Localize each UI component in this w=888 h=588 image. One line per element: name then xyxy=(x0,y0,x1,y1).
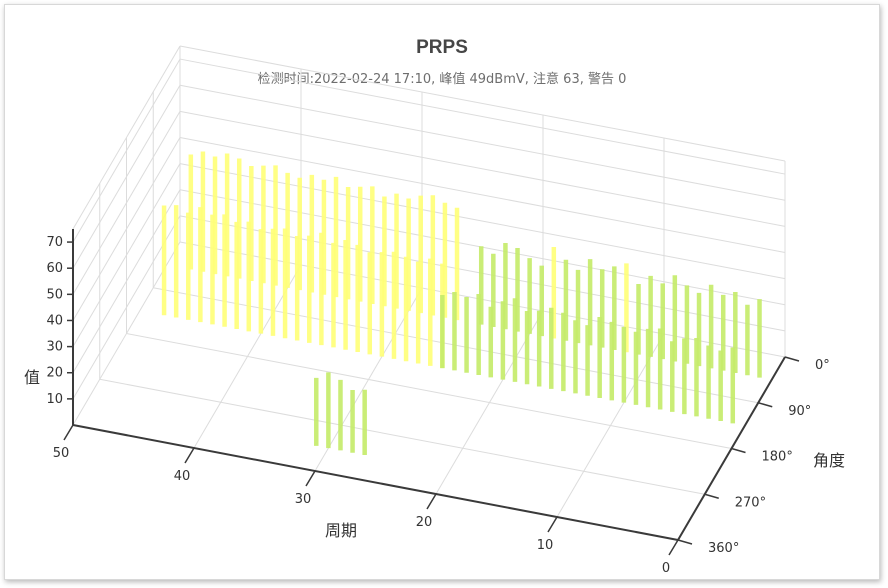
x-axis-tick-label: 0 xyxy=(662,561,670,576)
floor-grid-line xyxy=(126,333,732,449)
z-axis-tick-label: 70 xyxy=(46,235,63,250)
chart-subtitle: 检测时间:2022-02-24 17:10, 峰值 49dBmV, 注意 63,… xyxy=(257,72,627,87)
back-wall-grid-line xyxy=(179,84,786,201)
chart-axes xyxy=(63,229,800,556)
chart-title: PRPS xyxy=(416,37,468,58)
back-wall-grid-line xyxy=(179,45,786,162)
y-axis-tick xyxy=(784,356,800,362)
x-axis-line xyxy=(72,424,679,541)
x-axis-tick-label: 40 xyxy=(174,469,191,484)
x-axis-tick xyxy=(63,424,74,441)
y-axis-tick-label: 360° xyxy=(708,541,739,556)
x-axis-tick xyxy=(305,470,316,487)
back-wall-grid-line xyxy=(179,58,786,175)
z-axis-label: 值 xyxy=(24,368,40,387)
x-axis-tick xyxy=(547,516,558,533)
back-wall-grid-line xyxy=(179,136,786,253)
y-axis-label: 角度 xyxy=(813,451,845,470)
x-axis-tick-label: 10 xyxy=(537,538,554,553)
left-wall-grid-line xyxy=(72,45,181,230)
x-axis-tick xyxy=(184,447,195,464)
y-axis-tick xyxy=(704,493,719,499)
y-axis-tick-label: 270° xyxy=(735,495,766,510)
left-wall-grid-line xyxy=(72,163,181,347)
y-axis-tick-label: 90° xyxy=(788,404,811,419)
z-axis-tick-label: 40 xyxy=(46,313,63,328)
x-axis-tick-label: 30 xyxy=(295,492,312,507)
chart-bars xyxy=(161,151,762,456)
z-axis-tick-label: 60 xyxy=(46,261,63,276)
z-axis-tick-label: 10 xyxy=(46,392,63,407)
z-axis-tick-label: 30 xyxy=(46,340,63,355)
z-axis-tick-label: 50 xyxy=(46,287,63,302)
x-axis-tick-label: 50 xyxy=(53,446,70,461)
back-wall-grid-line xyxy=(179,163,786,280)
left-wall-grid-line xyxy=(72,84,181,269)
y-axis-tick-label: 180° xyxy=(762,450,793,465)
left-wall-grid-line xyxy=(72,111,181,295)
x-axis-label: 周期 xyxy=(325,521,357,540)
left-wall-grid-line xyxy=(72,58,181,243)
x-axis-tick xyxy=(426,493,437,510)
y-axis-tick xyxy=(677,539,693,545)
chart-labels: 值 周期 角度 0 10 20 30 40 50 0° 90° 180° 270° 360° 10 20… xyxy=(24,235,845,576)
left-wall-grid-line xyxy=(72,137,181,321)
x-axis-tick-label: 20 xyxy=(416,515,433,530)
floor-grid-line xyxy=(99,378,705,495)
y-axis-tick xyxy=(731,447,746,454)
back-wall-grid-line xyxy=(179,110,786,227)
y-axis-tick xyxy=(758,402,773,408)
z-axis-tick-label: 20 xyxy=(46,366,63,381)
y-axis-tick-label: 0° xyxy=(815,358,830,373)
x-axis-tick xyxy=(668,539,679,556)
